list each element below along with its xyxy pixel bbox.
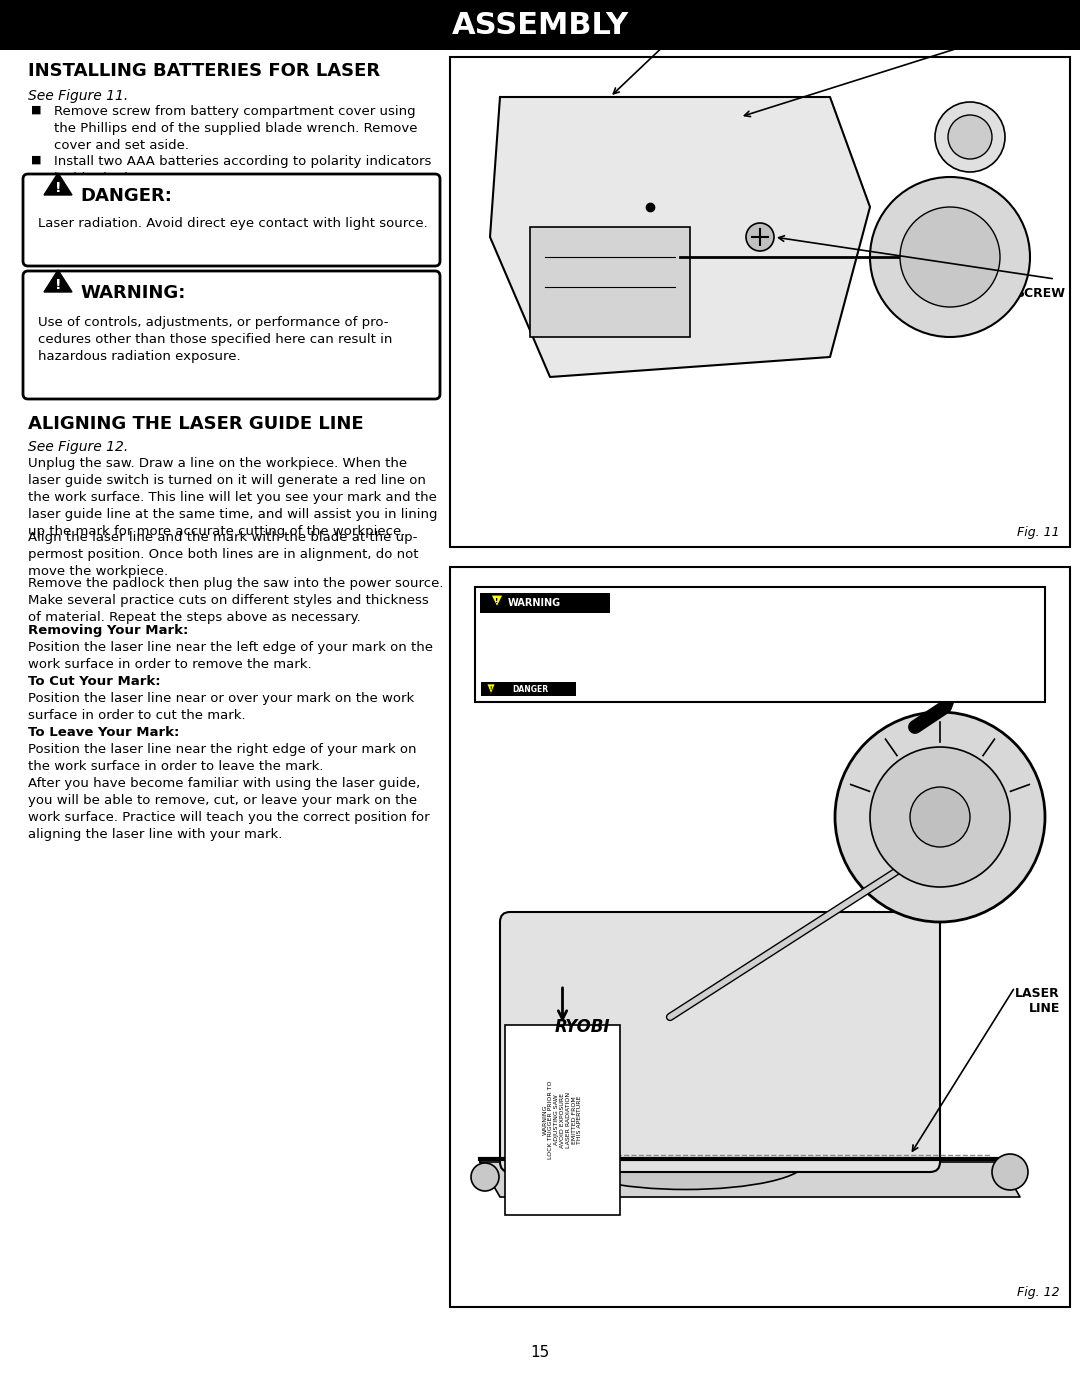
FancyBboxPatch shape xyxy=(500,912,940,1172)
Circle shape xyxy=(746,224,774,251)
Text: Install two AAA batteries according to polarity indicators
inside the battery co: Install two AAA batteries according to p… xyxy=(54,155,431,184)
Text: Replace the battery compartment cover. Reinstall screw
and tighten securely.: Replace the battery compartment cover. R… xyxy=(54,189,429,219)
Text: ALIGNING THE LASER GUIDE LINE: ALIGNING THE LASER GUIDE LINE xyxy=(28,415,364,433)
Polygon shape xyxy=(487,685,495,694)
Text: ■: ■ xyxy=(31,189,41,198)
Polygon shape xyxy=(490,96,870,377)
Circle shape xyxy=(870,747,1010,887)
Text: • Disconnect the saw from the power source before changing blade: • Disconnect the saw from the power sour… xyxy=(483,682,687,687)
Text: • Do not perform any operation freehand.: • Do not perform any operation freehand. xyxy=(483,652,609,658)
Text: RYID
LASER RADIATION AVOID DIRECT EYE EXPOSURE
MAXIMUM OUTPUT:<5mW WAVELENGTH: 6: RYID LASER RADIATION AVOID DIRECT EYE EX… xyxy=(483,675,643,697)
Text: Removing Your Mark:: Removing Your Mark: xyxy=(28,624,188,637)
FancyBboxPatch shape xyxy=(505,1025,620,1215)
Text: !: ! xyxy=(489,686,492,690)
Text: Fig. 12: Fig. 12 xyxy=(1017,1287,1059,1299)
Text: To Leave Your Mark:: To Leave Your Mark: xyxy=(28,726,179,739)
FancyBboxPatch shape xyxy=(0,0,1080,50)
Text: Remove the padlock then plug the saw into the power source.
Make several practic: Remove the padlock then plug the saw int… xyxy=(28,577,444,624)
Text: or servicing.: or servicing. xyxy=(483,689,524,694)
FancyBboxPatch shape xyxy=(23,271,440,400)
Text: ■: ■ xyxy=(31,155,41,165)
Text: Fig. 11: Fig. 11 xyxy=(1017,527,1059,539)
Text: See Figure 11.: See Figure 11. xyxy=(28,89,129,103)
Circle shape xyxy=(835,712,1045,922)
Circle shape xyxy=(900,207,1000,307)
Polygon shape xyxy=(480,1162,1020,1197)
FancyBboxPatch shape xyxy=(530,226,690,337)
FancyBboxPatch shape xyxy=(450,57,1070,548)
Text: !: ! xyxy=(55,278,62,292)
Polygon shape xyxy=(491,595,503,608)
Text: 15: 15 xyxy=(530,1345,550,1361)
Text: • Never reach around the saw blade.: • Never reach around the saw blade. xyxy=(483,661,594,665)
FancyBboxPatch shape xyxy=(450,567,1070,1308)
Text: SCREW: SCREW xyxy=(1015,286,1065,300)
Text: Position the laser line near the right edge of your mark on
the work surface in : Position the laser line near the right e… xyxy=(28,743,417,773)
Text: BATTERIES: BATTERIES xyxy=(642,15,717,29)
FancyBboxPatch shape xyxy=(481,682,576,696)
Circle shape xyxy=(870,177,1030,337)
Text: ■: ■ xyxy=(31,105,41,115)
Text: See Figure 12.: See Figure 12. xyxy=(28,440,129,454)
Text: !: ! xyxy=(55,182,62,196)
Polygon shape xyxy=(44,270,72,292)
Text: • Keep hands out of path of saw blade.: • Keep hands out of path of saw blade. xyxy=(483,638,600,644)
Circle shape xyxy=(910,787,970,847)
Text: ASSEMBLY: ASSEMBLY xyxy=(451,11,629,39)
Text: Position the laser line near the left edge of your mark on the
work surface in o: Position the laser line near the left ed… xyxy=(28,641,433,671)
Ellipse shape xyxy=(566,1134,806,1189)
Text: arm, moving workpiece, or changing settings.: arm, moving workpiece, or changing setti… xyxy=(483,675,625,679)
Circle shape xyxy=(948,115,993,159)
Text: WARNING: WARNING xyxy=(508,598,562,608)
FancyBboxPatch shape xyxy=(23,175,440,265)
Text: operator's manual before using the miter saw.: operator's manual before using the miter… xyxy=(483,624,626,629)
Text: • Do not operate saw without guards in place.: • Do not operate saw without guards in p… xyxy=(483,645,622,651)
Text: Remove screw from battery compartment cover using
the Phillips end of the suppli: Remove screw from battery compartment co… xyxy=(54,105,418,152)
Text: To Cut Your Mark:: To Cut Your Mark: xyxy=(28,675,161,687)
Text: WARNING:: WARNING: xyxy=(80,284,186,302)
Text: After you have become familiar with using the laser guide,
you will be able to r: After you have become familiar with usin… xyxy=(28,777,430,841)
Text: COMPARTMENT
COVER: COMPARTMENT COVER xyxy=(958,0,1065,22)
Text: Complies with 21 CFR
Parts 1040.10 & 1040.11: Complies with 21 CFR Parts 1040.10 & 104… xyxy=(580,671,654,682)
FancyBboxPatch shape xyxy=(480,592,610,613)
Text: DANGER: DANGER xyxy=(512,685,548,693)
Text: Use of controls, adjustments, or performance of pro-
cedures other than those sp: Use of controls, adjustments, or perform… xyxy=(38,316,392,363)
Text: Laser radiation. Avoid direct eye contact with light source.: Laser radiation. Avoid direct eye contac… xyxy=(38,217,428,231)
Polygon shape xyxy=(44,173,72,196)
Text: !: ! xyxy=(496,598,499,604)
Text: Position the laser line near or over your mark on the work
surface in order to c: Position the laser line near or over you… xyxy=(28,692,415,722)
Text: RYOBI: RYOBI xyxy=(555,1018,610,1037)
Text: DANGER:: DANGER: xyxy=(80,187,172,205)
Text: Align the laser line and the mark with the blade at the up-
permost position. On: Align the laser line and the mark with t… xyxy=(28,531,419,578)
Text: WARNING
LOCK TRIGGER PRIOR TO
ADJUSTING SAW
AVOID EXPOSURE
LASER RADIATION
EMITT: WARNING LOCK TRIGGER PRIOR TO ADJUSTING … xyxy=(542,1081,582,1160)
Text: • To reduce the risk of injury, user must read and understand the: • To reduce the risk of injury, user mus… xyxy=(483,617,679,622)
FancyBboxPatch shape xyxy=(475,587,1045,703)
Text: LASER
LINE: LASER LINE xyxy=(1015,988,1059,1016)
Text: INSTALLING BATTERIES FOR LASER: INSTALLING BATTERIES FOR LASER xyxy=(28,61,380,80)
Text: Unplug the saw. Draw a line on the workpiece. When the
laser guide switch is tur: Unplug the saw. Draw a line on the workp… xyxy=(28,457,437,538)
Text: • Wear eye protection.: • Wear eye protection. xyxy=(483,631,552,637)
Circle shape xyxy=(935,102,1005,172)
Circle shape xyxy=(471,1162,499,1192)
Circle shape xyxy=(993,1154,1028,1190)
Text: • Turn off tool and wait for saw blade to stop before raising saw: • Turn off tool and wait for saw blade t… xyxy=(483,668,674,672)
